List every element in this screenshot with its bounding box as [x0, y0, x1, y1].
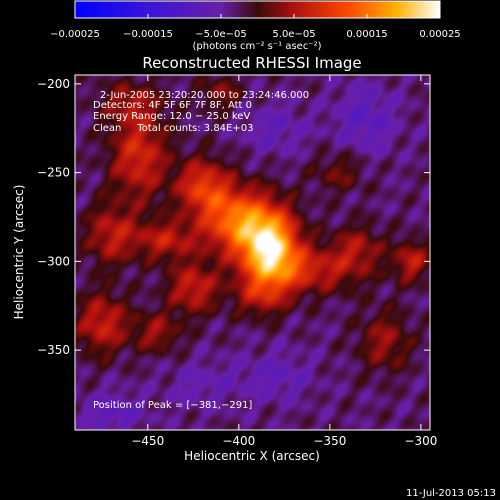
plot-frame — [74, 74, 431, 431]
y-tick-label: −250 — [37, 166, 70, 180]
chart-title: Reconstructed RHESSI Image — [142, 54, 361, 72]
heatmap-image — [75, 75, 430, 430]
x-tick-label: −350 — [313, 434, 346, 448]
y-axis-label: Heliocentric Y (arcsec) — [12, 185, 26, 320]
annotation-peak-position: Position of Peak = [−381,−291] — [93, 400, 252, 411]
x-tick-label: −300 — [404, 434, 437, 448]
x-tick-labels: −450 −400 −350 −300 — [131, 434, 437, 448]
annotation-energy-range: Energy Range: 12.0 − 25.0 keV — [93, 111, 250, 122]
colorbar — [74, 0, 441, 19]
x-tick-label: −450 — [131, 434, 164, 448]
colorbar-tick-label: 5.0e−05 — [272, 29, 315, 40]
colorbar-ticks — [74, 14, 441, 18]
x-ticks — [147, 75, 422, 430]
colorbar-tick-label: 0.00015 — [346, 29, 387, 40]
y-tick-labels: −200 −250 −300 −350 — [37, 77, 70, 357]
colorbar-tick-label: −0.00025 — [50, 29, 100, 40]
colorbar-tick-label: −5.0e−05 — [195, 29, 247, 40]
y-tick-label: −200 — [37, 77, 70, 91]
annotation-detectors: Detectors: 4F 5F 6F 7F 8F, Att 0 — [93, 100, 252, 111]
colorbar-tick-labels: −0.00025 −0.00015 −5.0e−05 5.0e−05 0.00015 0.… — [50, 29, 461, 40]
y-tick-label: −350 — [37, 343, 70, 357]
x-tick-label: −400 — [222, 434, 255, 448]
x-axis-label: Heliocentric X (arcsec) — [184, 449, 320, 463]
y-tick-label: −300 — [37, 254, 70, 268]
colorbar-tick-label: 0.00025 — [419, 29, 460, 40]
y-ticks — [75, 83, 430, 351]
footer-timestamp: 11-Jul-2013 05:13 — [406, 488, 496, 499]
colorbar-unit-label: (photons cm⁻² s⁻¹ asec⁻²) — [192, 41, 321, 52]
annotation-time-range: 2-Jun-2005 23:20:20.000 to 23:24:46.000 — [100, 90, 309, 101]
colorbar-tick-label: −0.00015 — [123, 29, 173, 40]
annotation-clean-counts: Clean Total counts: 3.84E+03 — [93, 123, 253, 134]
